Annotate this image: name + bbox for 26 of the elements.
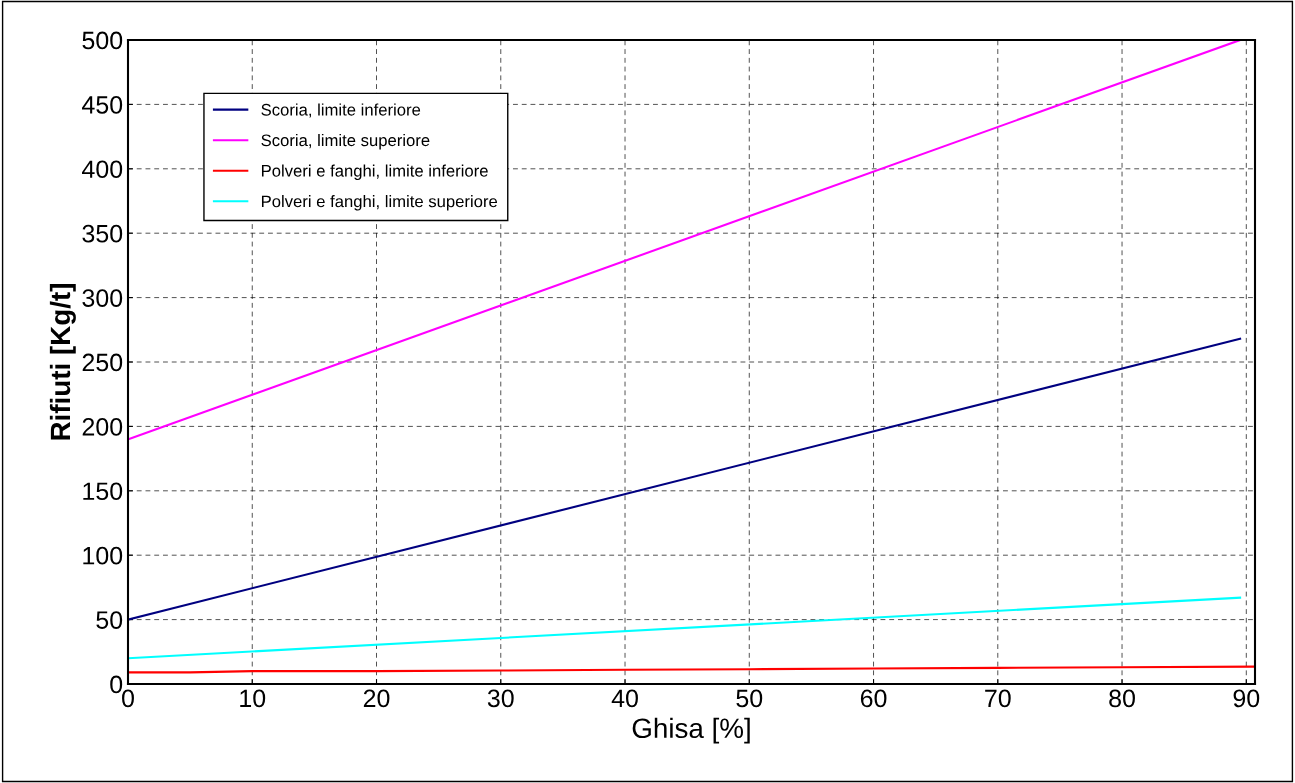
- legend-label: Polveri e fanghi, limite inferiore: [261, 164, 488, 181]
- x-axis-title: Ghisa [%]: [632, 717, 750, 744]
- y-tick-label: 200: [82, 418, 123, 436]
- y-tick-label: 300: [82, 289, 123, 307]
- x-tick-label: 50: [736, 689, 763, 708]
- legend-label: Scoria, limite inferiore: [261, 103, 421, 118]
- x-tick-label: 40: [611, 689, 638, 708]
- x-tick-label: 80: [1109, 689, 1135, 708]
- x-tick-label: 60: [860, 689, 887, 708]
- y-tick-label: 250: [82, 353, 123, 372]
- y-tick-label: 50: [96, 611, 123, 629]
- legend-label: Scoria, limite superiore: [261, 133, 430, 150]
- y-tick-label: 400: [82, 160, 123, 179]
- legend-label: Polveri e fanghi, limite superiore: [261, 195, 498, 211]
- y-tick-label: 500: [82, 31, 123, 50]
- x-tick-label: 20: [363, 689, 390, 708]
- x-tick-label: 90: [1233, 689, 1260, 708]
- y-tick-label: 450: [82, 96, 123, 114]
- y-tick-label: 350: [82, 224, 123, 243]
- y-tick-label: 0: [110, 675, 123, 694]
- y-tick-label: 150: [83, 482, 123, 501]
- y-tick-label: 100: [83, 546, 123, 565]
- x-tick-label: 70: [985, 689, 1011, 708]
- x-tick-label: 10: [240, 689, 266, 708]
- x-tick-label: 30: [487, 689, 514, 708]
- y-axis-title: Rifiuti [Kg/t]: [49, 284, 76, 440]
